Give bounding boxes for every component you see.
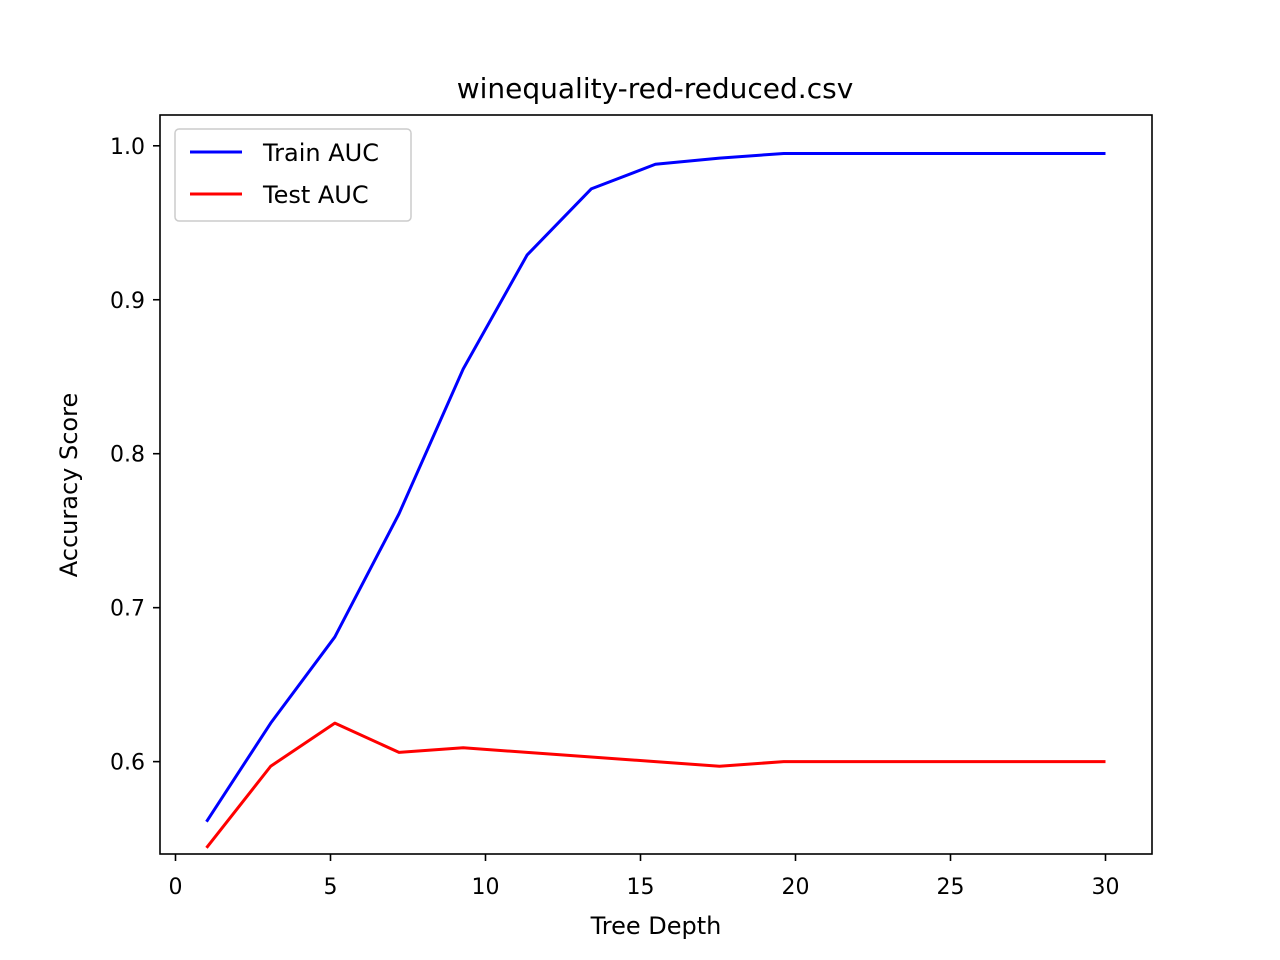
plot-area bbox=[159, 114, 1153, 855]
legend: Train AUC Test AUC bbox=[174, 128, 412, 222]
y-tick-label: 0.6 bbox=[110, 751, 145, 776]
x-axis-label: Tree Depth bbox=[590, 912, 722, 940]
x-tick-label: 15 bbox=[627, 875, 655, 900]
y-tick-label: 1.0 bbox=[110, 135, 145, 160]
y-tick-label: 0.9 bbox=[110, 289, 145, 314]
x-tick-label: 30 bbox=[1092, 875, 1120, 900]
x-axis-ticks: 0 5 10 15 20 25 30 bbox=[169, 854, 1120, 900]
x-tick-label: 10 bbox=[472, 875, 500, 900]
y-axis-ticks: 0.6 0.7 0.8 0.9 1.0 bbox=[110, 135, 160, 776]
plot-frame bbox=[159, 114, 1153, 855]
legend-label-train-auc: Train AUC bbox=[262, 139, 379, 167]
y-tick-label: 0.8 bbox=[110, 443, 145, 468]
x-tick-label: 25 bbox=[937, 875, 965, 900]
y-axis-label: Accuracy Score bbox=[55, 393, 83, 577]
x-tick-label: 20 bbox=[782, 875, 810, 900]
y-tick-label: 0.7 bbox=[110, 597, 145, 622]
series-line-train-auc bbox=[205, 151, 1106, 823]
x-tick-label: 0 bbox=[169, 875, 183, 900]
x-tick-label: 5 bbox=[324, 875, 338, 900]
series-lines bbox=[205, 151, 1106, 849]
legend-label-test-auc: Test AUC bbox=[262, 181, 369, 209]
chart-title: winequality-red-reduced.csv bbox=[457, 72, 854, 105]
series-line-test-auc bbox=[205, 721, 1106, 849]
